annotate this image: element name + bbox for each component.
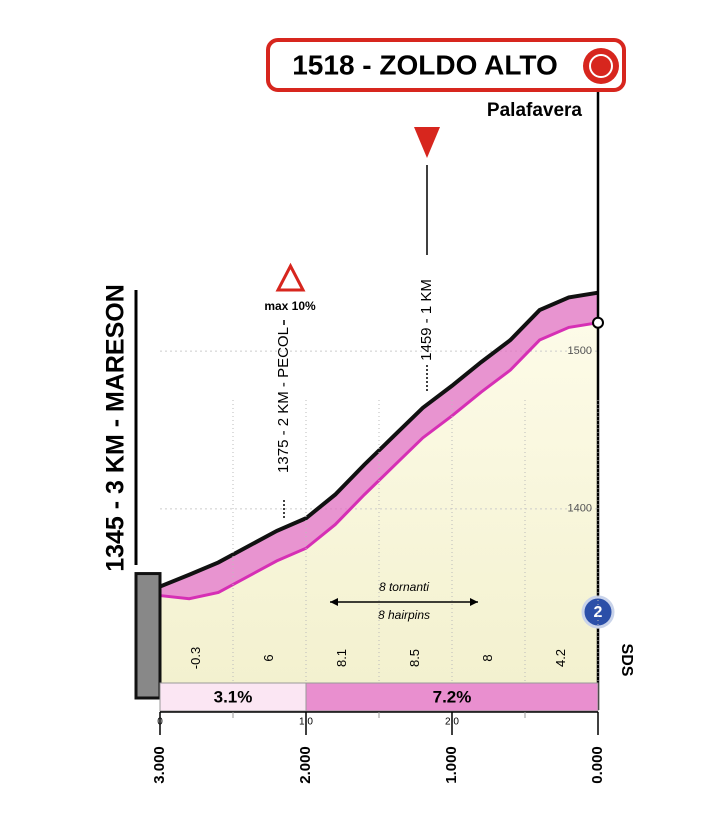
finish-icon-ring (589, 54, 613, 78)
segment-gradient: -0.3 (188, 647, 203, 669)
profile-fill (160, 322, 598, 683)
km-flag (414, 127, 440, 158)
max-gradient: max 10% (264, 299, 316, 313)
x-tick-label: 3.000 (151, 746, 168, 784)
max-icon (275, 262, 306, 292)
gradient-label: 3.1% (214, 687, 253, 706)
segment-gradient: 8.5 (407, 649, 422, 667)
profile-top (159, 290, 599, 589)
badge-label: SDS (618, 644, 635, 677)
title: 1518 - ZOLDO ALTO (292, 49, 558, 80)
gradient-band (159, 682, 307, 712)
segment-gradient: 8.1 (334, 649, 349, 667)
x-tick-label: 2.000 (297, 746, 314, 784)
gradient-label: 7.2% (433, 687, 472, 706)
gradient-band (305, 682, 599, 712)
hairpin-arrowhead (330, 598, 338, 606)
y-tick-label: 1400 (568, 503, 592, 515)
finish-icon (583, 48, 619, 84)
hairpin-label: 8 hairpins (378, 608, 430, 622)
pecol-label: 1375 - 2 KM - PECOL (275, 327, 292, 473)
segment-gradient: 6 (261, 654, 276, 661)
profile-band (160, 292, 598, 599)
subtitle: Palafavera (487, 100, 583, 121)
finish-dot (592, 316, 604, 329)
profile-area: 1400 1500 (134, 290, 599, 700)
y-tick-label: 1500 (568, 345, 592, 357)
hairpin-arrowhead (470, 598, 478, 606)
segment-gradient: 8 (480, 654, 495, 661)
title-box (266, 38, 626, 92)
km-label: 1459 - 1 KM (418, 279, 435, 361)
segment-gradient: 4.2 (553, 649, 568, 667)
x-tick-label: 1.000 (443, 746, 460, 784)
start-label: 1345 - 3 KM - MARESON (102, 284, 130, 572)
x-tick-label: 0.000 (589, 746, 606, 784)
hairpin-label: 8 tornanti (379, 580, 429, 594)
start-block (134, 572, 162, 700)
